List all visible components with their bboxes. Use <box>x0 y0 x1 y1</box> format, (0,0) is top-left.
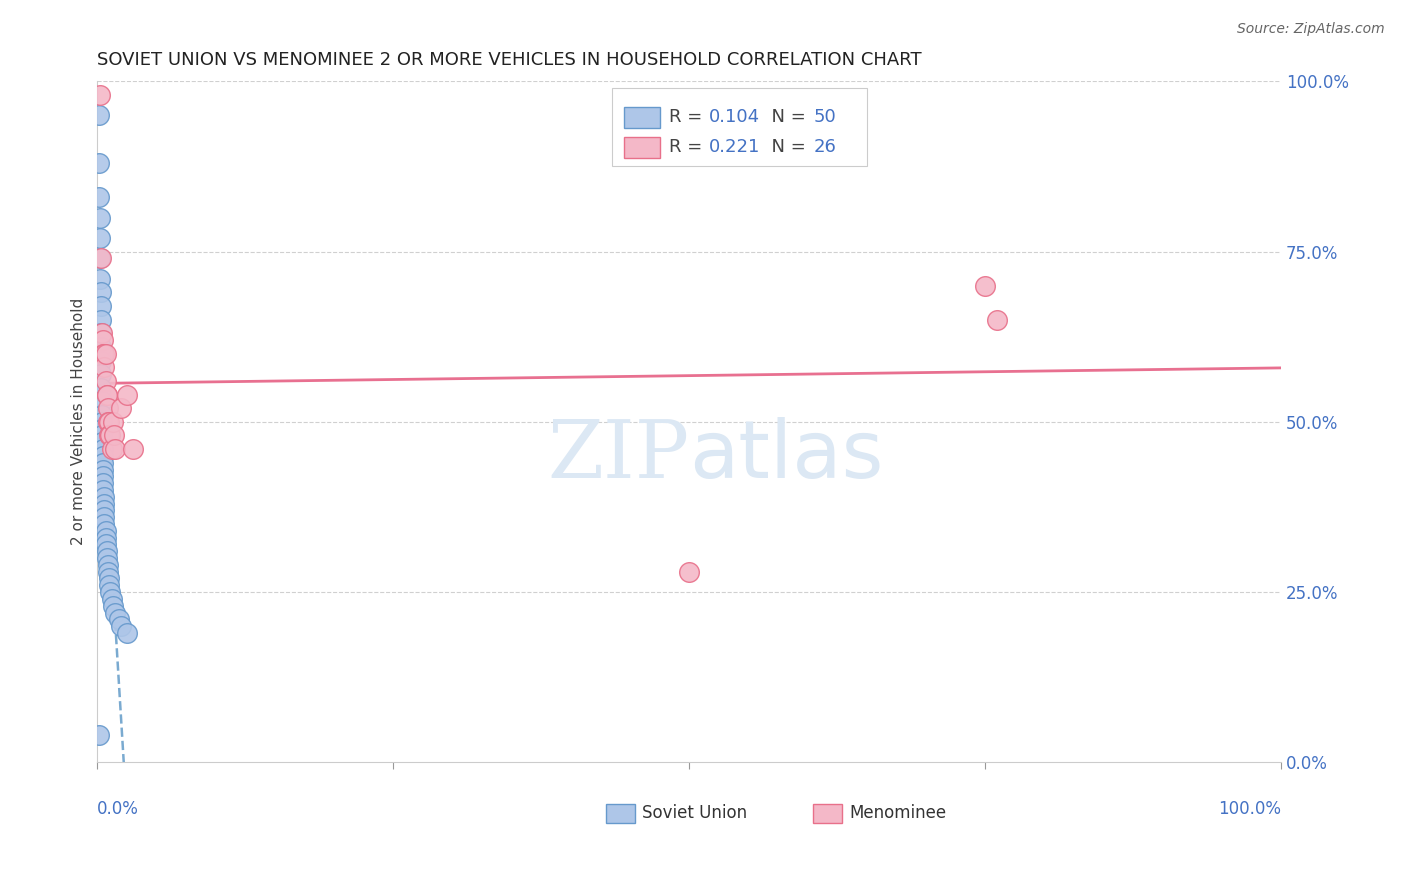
Y-axis label: 2 or more Vehicles in Household: 2 or more Vehicles in Household <box>72 298 86 546</box>
FancyBboxPatch shape <box>612 88 866 167</box>
Point <box>93 360 115 375</box>
FancyBboxPatch shape <box>606 804 634 823</box>
Point <box>89 211 111 225</box>
Point <box>96 387 118 401</box>
Point <box>90 285 112 300</box>
Text: Soviet Union: Soviet Union <box>641 805 747 822</box>
Point <box>90 299 112 313</box>
Point <box>91 435 114 450</box>
Point <box>98 428 121 442</box>
Point <box>91 326 114 341</box>
Point <box>97 558 120 572</box>
Point <box>91 428 114 442</box>
Point <box>90 353 112 368</box>
Text: ZIP: ZIP <box>547 417 689 495</box>
Point <box>93 516 115 531</box>
Point <box>91 408 114 422</box>
Text: R =: R = <box>669 109 709 127</box>
Point <box>96 551 118 566</box>
Text: Menominee: Menominee <box>849 805 946 822</box>
Point <box>94 347 117 361</box>
Point <box>97 415 120 429</box>
Point <box>87 190 110 204</box>
Text: 100.0%: 100.0% <box>1218 800 1281 818</box>
Point <box>90 381 112 395</box>
Point <box>91 449 114 463</box>
Point <box>678 565 700 579</box>
Point <box>103 428 125 442</box>
Text: N =: N = <box>761 109 811 127</box>
Point <box>87 156 110 170</box>
Point <box>104 606 127 620</box>
Point <box>91 347 114 361</box>
Point <box>89 231 111 245</box>
Point <box>98 415 121 429</box>
Point <box>986 312 1008 326</box>
Point <box>94 537 117 551</box>
Text: 0.104: 0.104 <box>709 109 761 127</box>
Text: N =: N = <box>761 138 811 156</box>
Point <box>91 422 114 436</box>
Point <box>94 374 117 388</box>
Point <box>100 591 122 606</box>
Point <box>91 394 114 409</box>
Point <box>91 442 114 456</box>
Point <box>98 578 121 592</box>
Text: 50: 50 <box>814 109 837 127</box>
Point <box>87 728 110 742</box>
Point <box>101 599 124 613</box>
Text: Source: ZipAtlas.com: Source: ZipAtlas.com <box>1237 22 1385 37</box>
Text: atlas: atlas <box>689 417 883 495</box>
Point <box>110 401 132 416</box>
Point <box>89 87 111 102</box>
Point <box>98 585 121 599</box>
Point <box>96 544 118 558</box>
Point <box>93 510 115 524</box>
Point <box>93 503 115 517</box>
Point <box>93 347 115 361</box>
Point <box>974 278 997 293</box>
Text: 0.0%: 0.0% <box>97 800 139 818</box>
Point <box>100 442 122 456</box>
Point <box>90 340 112 354</box>
Point <box>91 469 114 483</box>
Point <box>91 456 114 470</box>
Point <box>90 252 112 266</box>
Point <box>91 476 114 491</box>
Point <box>107 612 129 626</box>
Point <box>90 367 112 381</box>
Point <box>115 626 138 640</box>
Point <box>104 442 127 456</box>
Point <box>115 387 138 401</box>
Point <box>91 333 114 347</box>
Point <box>90 312 112 326</box>
Point <box>94 531 117 545</box>
Point <box>91 483 114 497</box>
Point <box>94 524 117 538</box>
Point <box>98 572 121 586</box>
Point <box>87 108 110 122</box>
Text: 26: 26 <box>814 138 837 156</box>
Point <box>98 428 121 442</box>
Point <box>96 387 118 401</box>
Text: R =: R = <box>669 138 709 156</box>
Text: 0.221: 0.221 <box>709 138 761 156</box>
FancyBboxPatch shape <box>814 804 842 823</box>
Point <box>91 462 114 476</box>
FancyBboxPatch shape <box>624 106 659 128</box>
Point <box>121 442 143 456</box>
Point <box>97 565 120 579</box>
Point <box>110 619 132 633</box>
Point <box>90 326 112 341</box>
Point <box>91 415 114 429</box>
FancyBboxPatch shape <box>624 136 659 158</box>
Text: SOVIET UNION VS MENOMINEE 2 OR MORE VEHICLES IN HOUSEHOLD CORRELATION CHART: SOVIET UNION VS MENOMINEE 2 OR MORE VEHI… <box>97 51 922 69</box>
Point <box>93 490 115 504</box>
Point <box>101 415 124 429</box>
Point <box>89 272 111 286</box>
Point <box>97 401 120 416</box>
Point <box>93 497 115 511</box>
Point <box>89 252 111 266</box>
